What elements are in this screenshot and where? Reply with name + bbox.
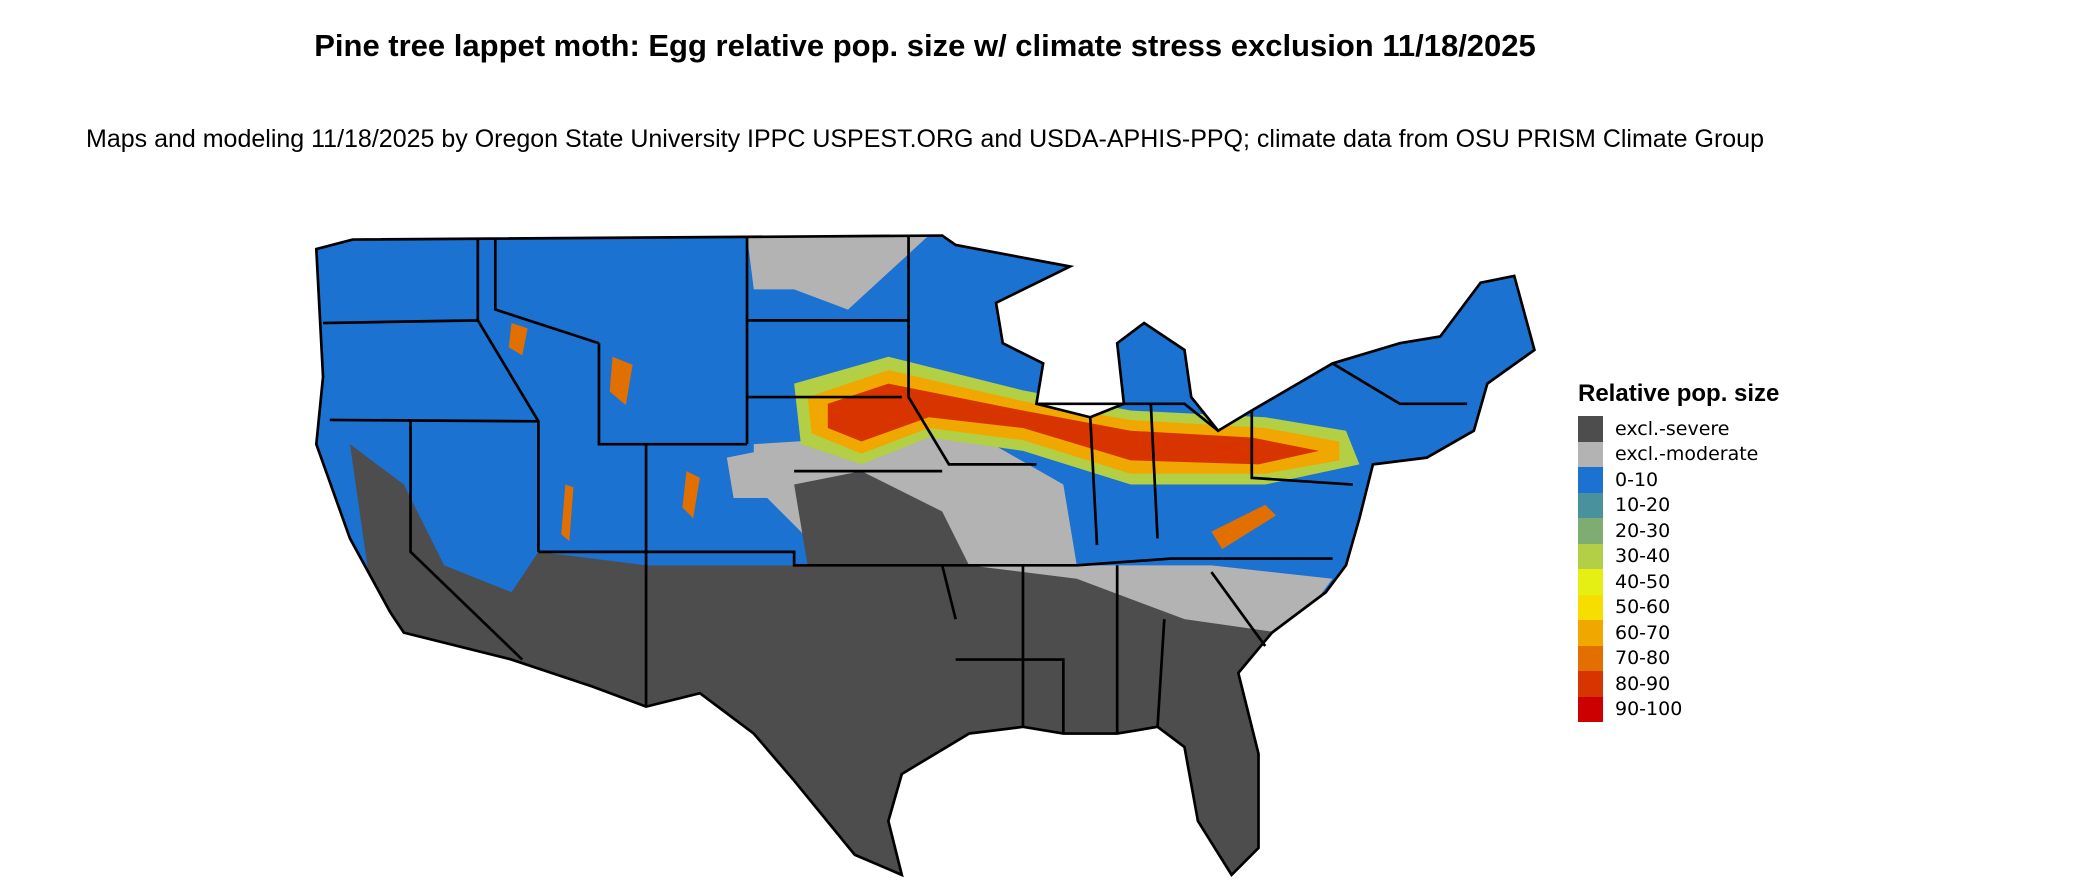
legend-swatch [1578,569,1603,595]
legend-swatch [1578,620,1603,646]
legend-swatch [1578,518,1603,544]
legend-swatch [1578,543,1603,569]
legend-item: 40-50 [1578,569,1779,595]
zone-band-80-100 [827,383,1320,465]
legend-swatch [1578,467,1603,493]
legend-label: 40-50 [1615,570,1671,593]
legend-item: 10-20 [1578,492,1779,518]
legend: Relative pop. size excl.-severe excl.-mod… [1578,380,1779,722]
legend-item: 80-90 [1578,671,1779,697]
legend-title: Relative pop. size [1578,380,1780,407]
legend-swatch [1578,696,1603,722]
legend-swatch [1578,645,1603,671]
legend-item: 0-10 [1578,467,1779,493]
legend-item: 70-80 [1578,645,1779,671]
legend-item: 90-100 [1578,696,1779,722]
legend-label: 30-40 [1615,545,1671,568]
legend-label: 90-100 [1615,698,1683,721]
legend-swatch [1578,416,1603,442]
legend-label: 70-80 [1615,647,1671,670]
legend-item: 20-30 [1578,518,1779,544]
legend-label: 0-10 [1615,468,1659,491]
legend-item: 30-40 [1578,543,1779,569]
legend-label: 20-30 [1615,519,1671,542]
legend-swatch [1578,492,1603,518]
legend-swatch [1578,441,1603,467]
legend-swatch [1578,594,1603,620]
legend-item: 60-70 [1578,620,1779,646]
legend-item: excl.-severe [1578,416,1779,442]
legend-label: 60-70 [1615,621,1671,644]
legend-label: 80-90 [1615,672,1671,695]
map-title: Pine tree lappet moth: Egg relative pop.… [314,28,1536,63]
map-subtitle: Maps and modeling 11/18/2025 by Oregon S… [86,125,1764,153]
legend-item: 50-60 [1578,594,1779,620]
legend-label: 50-60 [1615,596,1671,619]
legend-label: excl.-severe [1615,417,1730,440]
legend-item: excl.-moderate [1578,441,1779,467]
state-borders [314,234,1536,878]
legend-label: 10-20 [1615,494,1671,517]
legend-swatch [1578,671,1603,697]
legend-label: excl.-moderate [1615,443,1759,466]
